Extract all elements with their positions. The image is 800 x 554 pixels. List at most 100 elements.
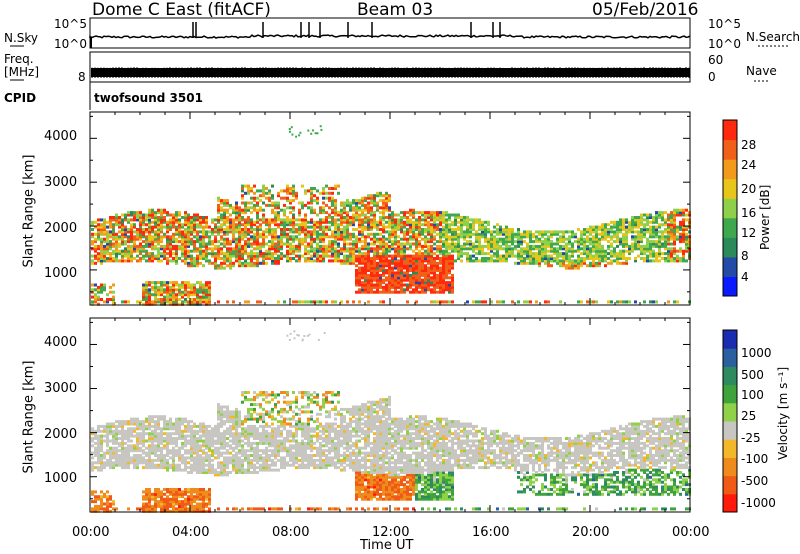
heatmap-cell xyxy=(109,497,112,501)
heatmap-cell xyxy=(280,237,283,241)
heatmap-cell xyxy=(364,266,367,270)
heatmap-cell xyxy=(496,247,499,251)
heatmap-cell xyxy=(109,451,112,455)
heatmap-cell xyxy=(355,269,358,272)
heatmap-cell xyxy=(442,244,445,248)
heatmap-cell xyxy=(361,254,364,258)
heatmap-cell xyxy=(538,247,541,251)
heatmap-cell xyxy=(145,420,148,424)
heatmap-cell xyxy=(529,244,532,248)
heatmap-cell xyxy=(220,247,223,251)
heatmap-cell xyxy=(637,223,640,227)
heatmap-cell xyxy=(184,439,187,443)
heatmap-cell xyxy=(262,213,265,217)
heatmap-cell xyxy=(457,237,460,241)
heatmap-cell xyxy=(346,216,349,219)
heatmap-cell xyxy=(112,232,115,236)
heatmap-cell xyxy=(391,220,394,224)
heatmap-cell xyxy=(412,225,415,229)
heatmap-cell xyxy=(193,293,196,297)
heatmap-cell xyxy=(211,220,214,224)
heatmap-cell xyxy=(397,290,400,294)
heatmap-cell xyxy=(166,427,169,431)
heatmap-cell xyxy=(607,261,610,265)
heatmap-cell xyxy=(436,211,439,215)
heatmap-cell xyxy=(172,497,175,501)
heatmap-cell xyxy=(259,235,262,239)
heatmap-cell xyxy=(316,257,319,260)
heatmap-cell xyxy=(367,208,370,212)
heatmap-cell xyxy=(517,235,520,239)
heatmap-cell xyxy=(325,232,328,236)
heatmap-cell xyxy=(673,228,676,231)
heatmap-cell xyxy=(679,247,682,251)
heatmap-cell xyxy=(448,266,451,270)
heatmap-cell xyxy=(364,218,367,222)
heatmap-cell xyxy=(172,293,175,297)
heatmap-cell xyxy=(403,261,406,265)
heatmap-cell xyxy=(364,203,367,207)
heatmap-cell xyxy=(169,502,172,506)
vel-cb-minus25: -25 xyxy=(741,431,761,445)
heatmap-cell xyxy=(394,259,397,263)
heatmap-cell xyxy=(649,249,652,253)
heatmap-cell xyxy=(256,261,259,265)
heatmap-cell xyxy=(127,257,130,260)
heatmap-cell xyxy=(199,288,202,292)
heatmap-cell xyxy=(292,228,295,231)
heatmap-cell xyxy=(415,266,418,270)
heatmap-cell xyxy=(346,237,349,241)
heatmap-cell xyxy=(157,290,160,294)
heatmap-cell xyxy=(664,230,667,234)
heatmap-cell xyxy=(421,283,424,287)
heatmap-cell xyxy=(610,252,613,256)
heatmap-cell xyxy=(376,223,379,227)
heatmap-cell xyxy=(208,225,211,229)
heatmap-cell xyxy=(94,240,97,244)
heatmap-cell xyxy=(334,211,337,215)
heatmap-cell xyxy=(373,203,376,207)
heatmap-cell xyxy=(154,223,157,227)
heatmap-cell xyxy=(562,244,565,248)
heatmap-cell xyxy=(610,300,613,304)
heatmap-cell xyxy=(94,500,97,504)
heatmap-cell xyxy=(154,225,157,229)
heatmap-cell xyxy=(259,242,262,246)
heatmap-cell xyxy=(109,458,112,462)
heatmap-cell xyxy=(409,223,412,227)
heatmap-cell xyxy=(331,187,334,190)
heatmap-cell xyxy=(160,461,163,465)
heatmap-cell xyxy=(299,131,302,134)
heatmap-cell xyxy=(97,295,100,299)
heatmap-cell xyxy=(169,451,172,455)
heatmap-cell xyxy=(112,422,115,426)
heatmap-cell xyxy=(496,249,499,253)
heatmap-cell xyxy=(226,257,229,260)
heatmap-cell xyxy=(400,283,403,287)
heatmap-cell xyxy=(391,242,394,246)
heatmap-cell xyxy=(277,223,280,227)
heatmap-cell xyxy=(367,211,370,215)
heatmap-cell xyxy=(268,249,271,253)
heatmap-cell xyxy=(148,281,151,285)
heatmap-cell xyxy=(304,228,307,231)
heatmap-cell xyxy=(526,300,529,304)
heatmap-cell xyxy=(241,187,244,190)
heatmap-cell xyxy=(385,264,388,268)
heatmap-cell xyxy=(106,504,109,508)
heatmap-cell xyxy=(289,228,292,231)
heatmap-cell xyxy=(490,237,493,241)
heatmap-cell xyxy=(505,240,508,244)
heatmap-cell xyxy=(397,220,400,224)
heatmap-cell xyxy=(100,429,103,433)
heatmap-cell xyxy=(184,228,187,231)
heatmap-cell xyxy=(433,273,436,277)
heatmap-cell xyxy=(112,242,115,246)
heatmap-cell xyxy=(235,206,238,210)
heatmap-cell xyxy=(136,216,139,219)
heatmap-cell xyxy=(280,232,283,236)
heatmap-cell xyxy=(658,252,661,256)
heatmap-cell xyxy=(598,261,601,265)
heatmap-cell xyxy=(670,218,673,222)
heatmap-cell xyxy=(352,232,355,236)
